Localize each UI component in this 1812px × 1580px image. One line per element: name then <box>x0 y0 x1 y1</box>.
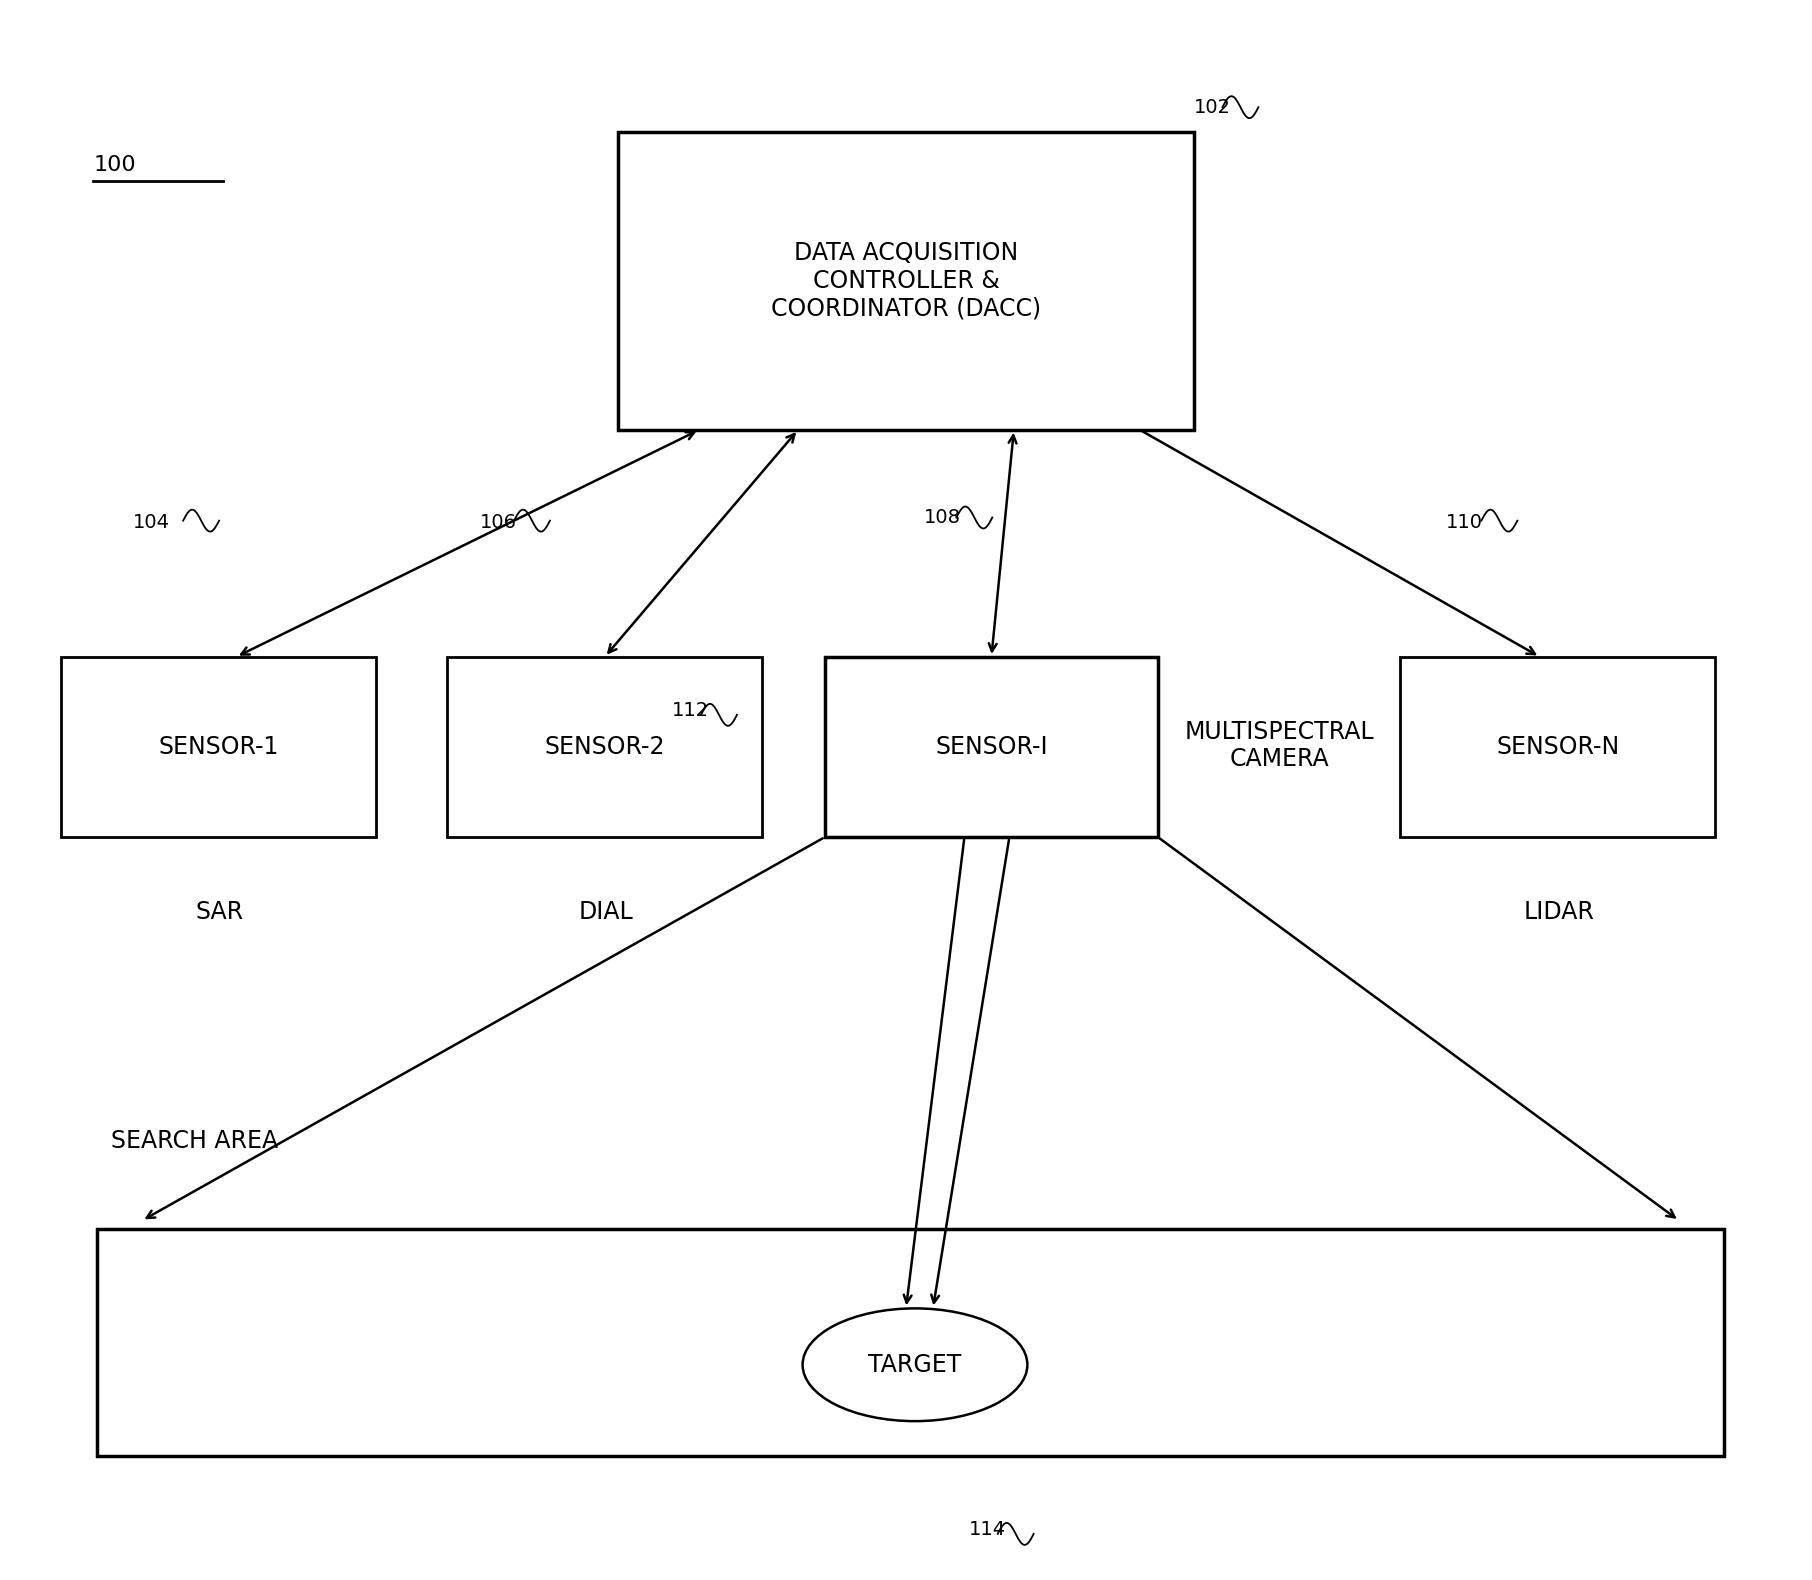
Text: DATA ACQUISITION
CONTROLLER &
COORDINATOR (DACC): DATA ACQUISITION CONTROLLER & COORDINATO… <box>770 242 1042 321</box>
FancyBboxPatch shape <box>448 657 763 837</box>
FancyBboxPatch shape <box>1401 657 1716 837</box>
FancyBboxPatch shape <box>618 133 1194 430</box>
Text: MULTISPECTRAL
CAMERA: MULTISPECTRAL CAMERA <box>1185 719 1373 771</box>
Text: SAR: SAR <box>196 899 243 924</box>
Text: 114: 114 <box>969 1520 1006 1539</box>
Text: DIAL: DIAL <box>578 899 632 924</box>
FancyBboxPatch shape <box>62 657 375 837</box>
Text: 106: 106 <box>480 512 516 531</box>
Text: SENSOR-I: SENSOR-I <box>935 735 1047 758</box>
Text: 104: 104 <box>132 512 170 531</box>
FancyBboxPatch shape <box>824 657 1158 837</box>
Text: SENSOR-2: SENSOR-2 <box>545 735 665 758</box>
Text: 112: 112 <box>672 700 708 719</box>
Ellipse shape <box>803 1308 1027 1420</box>
Text: LIDAR: LIDAR <box>1524 899 1595 924</box>
Text: SEARCH AREA: SEARCH AREA <box>111 1130 279 1153</box>
Text: 110: 110 <box>1446 512 1482 531</box>
FancyBboxPatch shape <box>96 1229 1725 1455</box>
Text: TARGET: TARGET <box>868 1352 962 1376</box>
Text: SENSOR-N: SENSOR-N <box>1497 735 1620 758</box>
Text: SENSOR-1: SENSOR-1 <box>158 735 279 758</box>
Text: 108: 108 <box>924 507 960 526</box>
Text: 102: 102 <box>1194 98 1230 117</box>
Text: 100: 100 <box>92 155 136 174</box>
